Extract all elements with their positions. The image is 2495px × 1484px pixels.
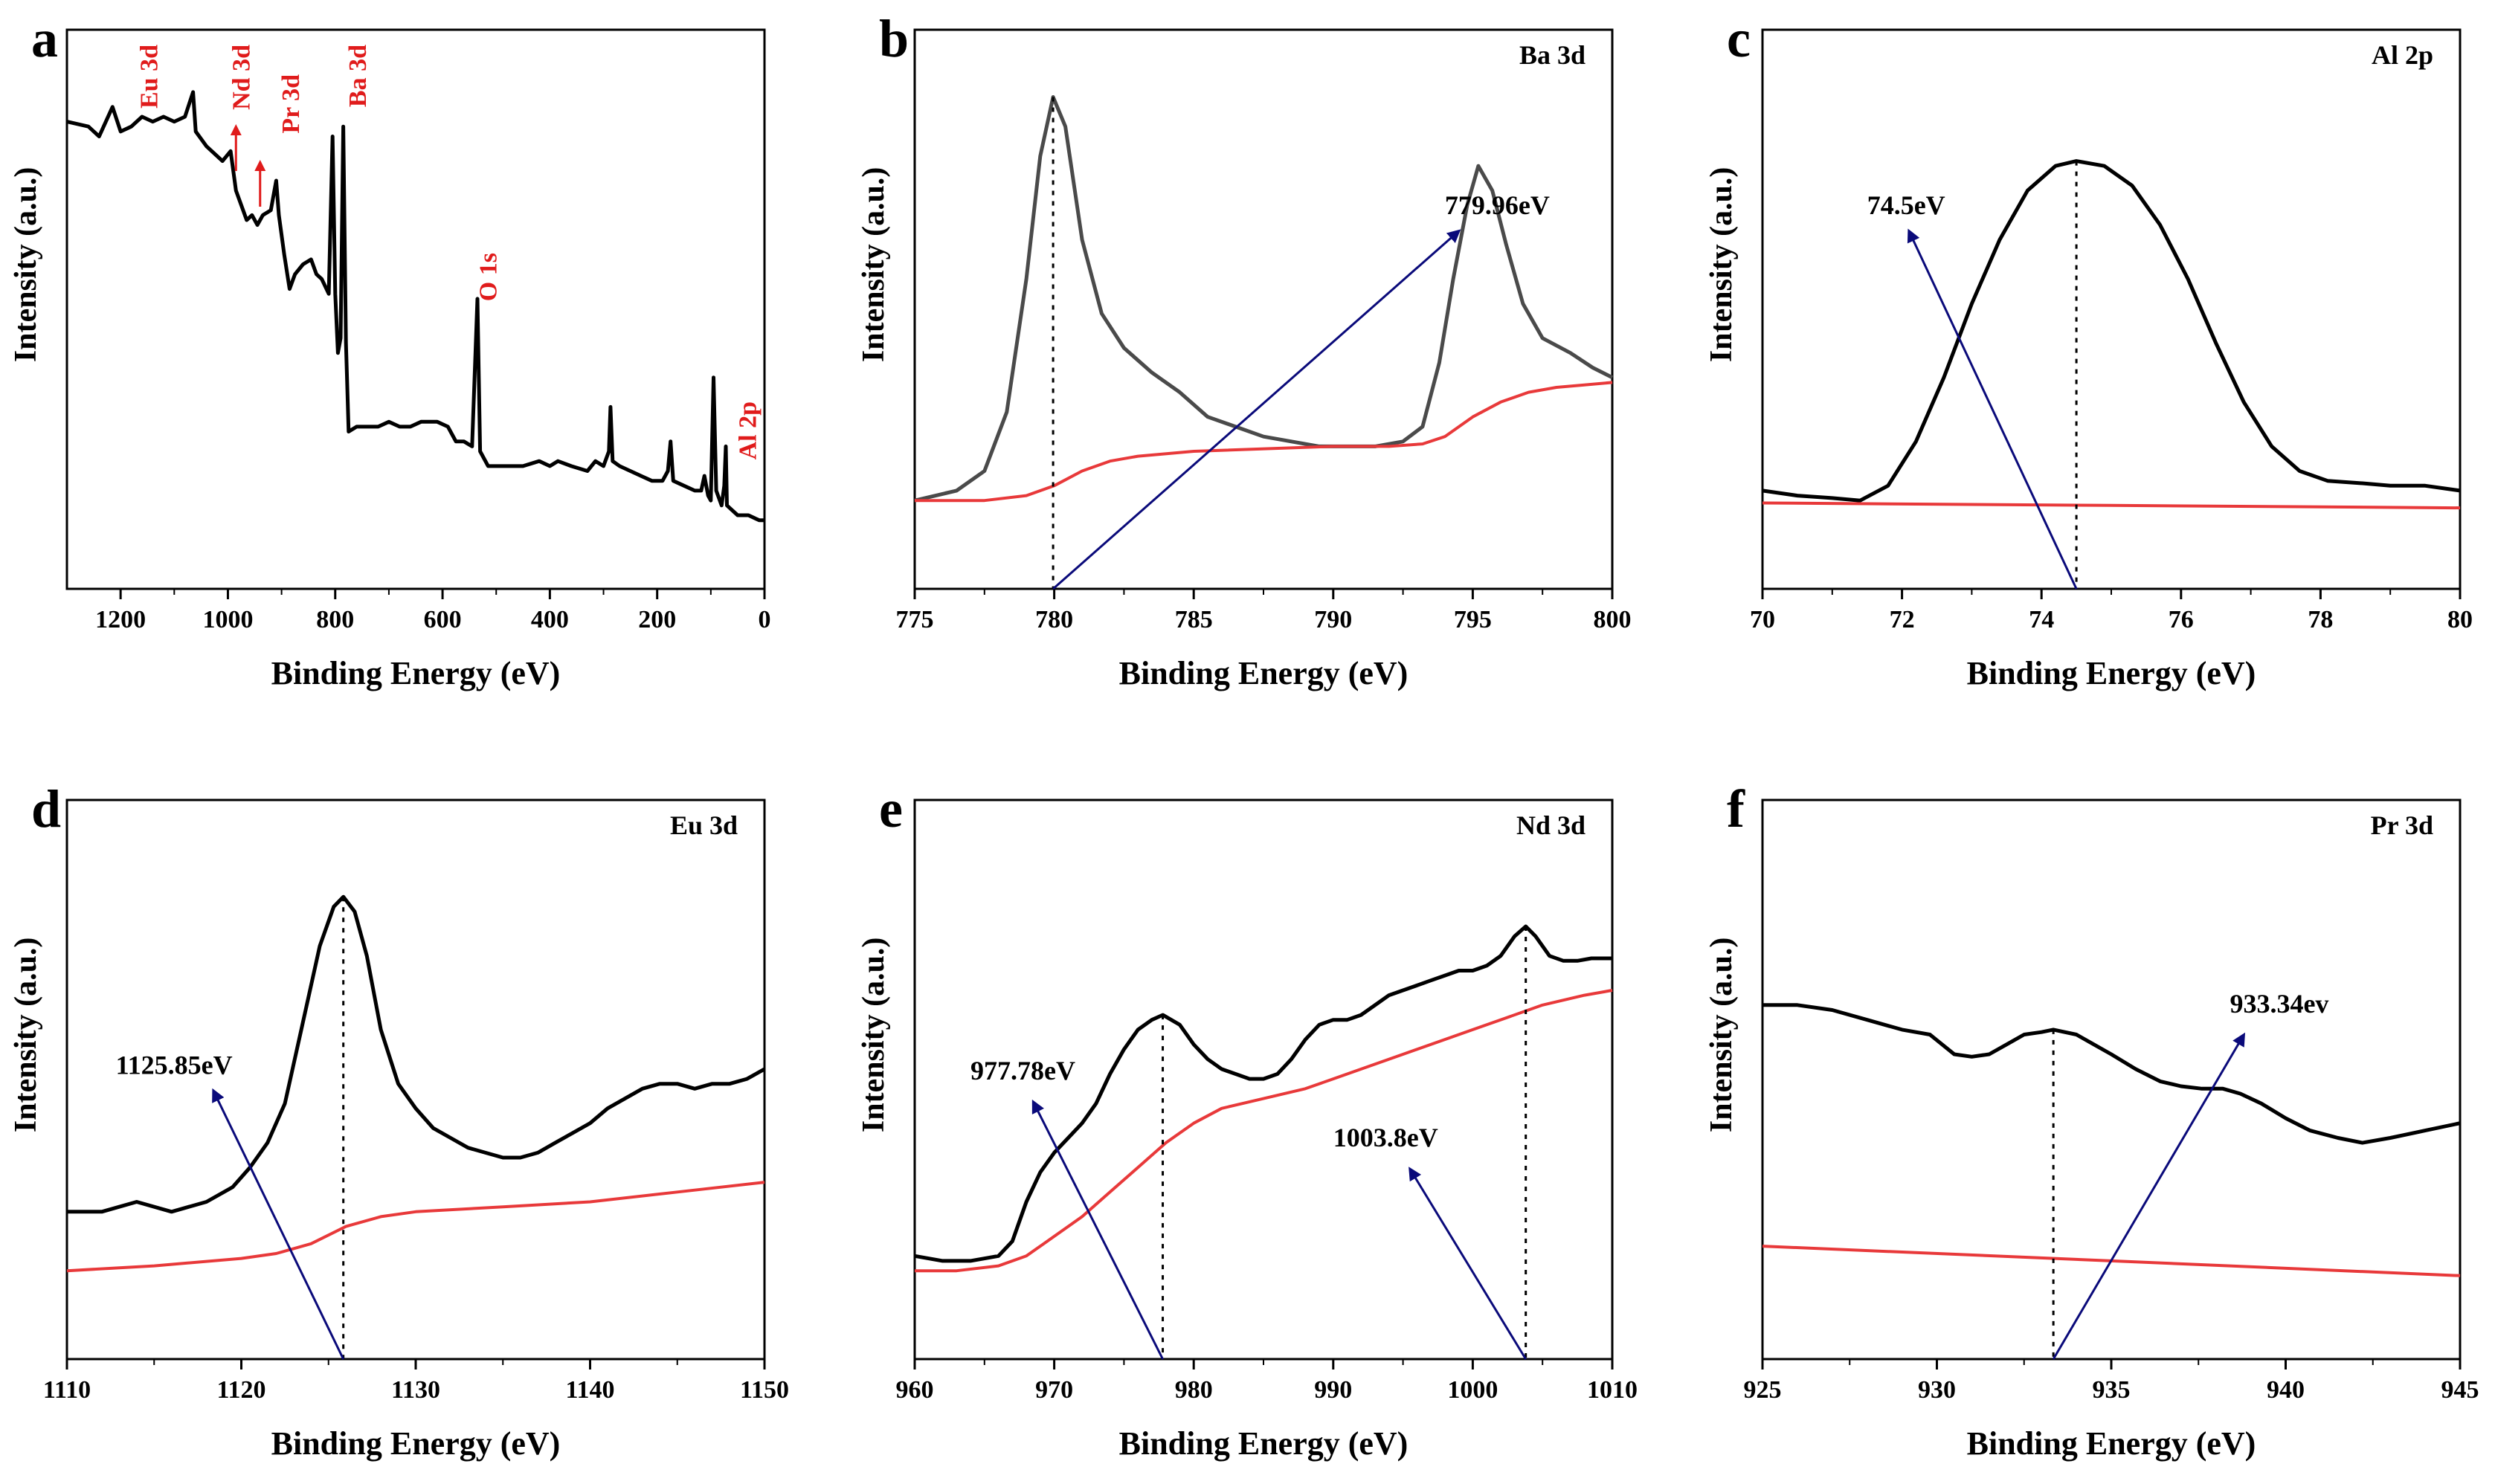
x-tick-label: 1010 bbox=[1587, 1376, 1638, 1404]
y-axis-label: Intensity (a.u.) bbox=[1704, 938, 1739, 1133]
series-line-spectrum bbox=[914, 924, 1612, 1263]
x-tick-label: 1200 bbox=[95, 606, 146, 633]
x-tick-label: 1110 bbox=[43, 1376, 91, 1404]
panel-letter: d bbox=[31, 779, 61, 839]
peak-arrow bbox=[1409, 1167, 1527, 1360]
peak-label: 1003.8eV bbox=[1333, 1123, 1438, 1152]
plot-frame bbox=[913, 28, 1614, 590]
series-line-spectrum bbox=[1762, 1003, 2461, 1145]
series-line-background bbox=[1762, 501, 2461, 510]
x-tick-label: 1000 bbox=[202, 606, 253, 633]
panel-letter: a bbox=[31, 9, 58, 68]
element-annotation: Al 2p bbox=[735, 401, 762, 459]
element-annotation: O 1s bbox=[475, 253, 503, 301]
panel-letter: f bbox=[1727, 779, 1745, 839]
y-axis-label: Intensity (a.u.) bbox=[857, 938, 891, 1133]
peak-arrow bbox=[1052, 229, 1461, 590]
series-line-spectrum bbox=[914, 95, 1614, 503]
series-line-spectrum bbox=[1762, 159, 2461, 503]
peak-label: 779.96eV bbox=[1445, 190, 1550, 220]
peak-label: 74.5eV bbox=[1867, 190, 1945, 220]
y-axis-label: Intensity (a.u.) bbox=[857, 167, 891, 363]
series-line-spectrum bbox=[67, 894, 766, 1214]
peak-label: 1125.85eV bbox=[116, 1050, 233, 1080]
x-tick-label: 960 bbox=[896, 1376, 934, 1404]
panel-a: 1200 1000 800 600 400 200 0 Binding Energy (eV)… bbox=[9, 9, 771, 691]
x-tick-label: 800 bbox=[316, 606, 354, 633]
x-tick-label: 600 bbox=[424, 606, 462, 633]
element-annotation: Pr 3d bbox=[277, 74, 305, 134]
peak-arrow bbox=[212, 1088, 345, 1360]
panel-f: 925 930 935 940 945 Binding Energy (eV) Intens… bbox=[1704, 779, 2479, 1462]
panel-title: Ba 3d bbox=[1519, 40, 1585, 70]
peak-label: 933.34ev bbox=[2230, 989, 2328, 1019]
x-tick-label: 775 bbox=[896, 606, 934, 633]
element-annotation: Nd 3d bbox=[228, 45, 255, 110]
x-tick-label: 935 bbox=[2093, 1376, 2131, 1404]
x-tick-label: 785 bbox=[1175, 606, 1213, 633]
y-axis-label: Intensity (a.u.) bbox=[1704, 167, 1739, 363]
x-tick-label: 1130 bbox=[391, 1376, 440, 1404]
x-tick-label: 1140 bbox=[565, 1376, 614, 1404]
x-tick-label: 795 bbox=[1454, 606, 1492, 633]
panel-title: Pr 3d bbox=[2371, 810, 2433, 840]
x-axis-label: Binding Energy (eV) bbox=[1967, 655, 2256, 691]
x-tick-label: 76 bbox=[2169, 606, 2194, 633]
plot-frame bbox=[1761, 799, 2462, 1361]
x-tick-label: 74 bbox=[2029, 606, 2054, 633]
x-axis-label: Binding Energy (eV) bbox=[1119, 1425, 1409, 1462]
series-line-background bbox=[915, 381, 1613, 503]
x-tick-label: 945 bbox=[2441, 1376, 2479, 1404]
x-tick-label: 1120 bbox=[216, 1376, 265, 1404]
series-line-background bbox=[66, 1181, 765, 1273]
panel-letter: b bbox=[879, 9, 909, 68]
x-axis-label: Binding Energy (eV) bbox=[271, 655, 561, 691]
x-tick-label: 970 bbox=[1035, 1376, 1073, 1404]
y-axis-label: Intensity (a.u.) bbox=[9, 938, 43, 1133]
x-tick-label: 925 bbox=[1744, 1376, 1782, 1404]
panel-d: 1110 1120 1130 1140 1150 Binding Energy (eV) I… bbox=[9, 779, 789, 1462]
x-tick-label: 790 bbox=[1314, 606, 1352, 633]
panel-title: Nd 3d bbox=[1516, 810, 1585, 840]
peak-arrow bbox=[1031, 1099, 1164, 1360]
x-tick-label: 1150 bbox=[740, 1376, 789, 1404]
x-tick-label: 990 bbox=[1314, 1376, 1352, 1404]
panel-c: 70 72 74 76 78 80 Binding Energy (eV) Intensity… bbox=[1704, 9, 2473, 691]
x-tick-label: 780 bbox=[1035, 606, 1073, 633]
x-tick-label: 72 bbox=[1890, 606, 1915, 633]
x-tick-label: 980 bbox=[1175, 1376, 1213, 1404]
series-line-survey bbox=[66, 90, 764, 523]
peak-arrow bbox=[2052, 1032, 2246, 1360]
x-tick-label: 200 bbox=[638, 606, 676, 633]
x-tick-label: 78 bbox=[2308, 606, 2333, 633]
x-axis-label: Binding Energy (eV) bbox=[1967, 1425, 2256, 1462]
x-axis-label: Binding Energy (eV) bbox=[271, 1425, 561, 1462]
x-tick-label: 940 bbox=[2267, 1376, 2305, 1404]
panel-title: Eu 3d bbox=[670, 810, 738, 840]
y-axis-label: Intensity (a.u.) bbox=[9, 167, 43, 363]
peak-arrow bbox=[1907, 228, 2078, 590]
plot-frame bbox=[65, 28, 766, 590]
x-tick-label: 930 bbox=[1918, 1376, 1956, 1404]
x-tick-label: 0 bbox=[759, 606, 771, 633]
panel-b: 775 780 785 790 795 800 Binding Energy (eV) Int… bbox=[857, 9, 1632, 691]
x-tick-label: 80 bbox=[2447, 606, 2473, 633]
x-tick-label: 800 bbox=[1594, 606, 1632, 633]
panel-e: 960 970 980 990 1000 1010 Binding Energy (eV) I… bbox=[857, 779, 1638, 1462]
panel-title: Al 2p bbox=[2372, 40, 2433, 70]
element-annotation: Eu 3d bbox=[135, 45, 163, 109]
x-tick-label: 400 bbox=[531, 606, 569, 633]
peak-label: 977.78eV bbox=[970, 1056, 1075, 1085]
series-line-background bbox=[915, 989, 1613, 1273]
x-tick-label: 1000 bbox=[1447, 1376, 1498, 1404]
x-axis-label: Binding Energy (eV) bbox=[1119, 655, 1409, 691]
element-annotation: Ba 3d bbox=[344, 45, 372, 107]
x-tick-label: 70 bbox=[1750, 606, 1775, 633]
panel-letter: e bbox=[879, 779, 903, 839]
panel-letter: c bbox=[1727, 9, 1751, 68]
